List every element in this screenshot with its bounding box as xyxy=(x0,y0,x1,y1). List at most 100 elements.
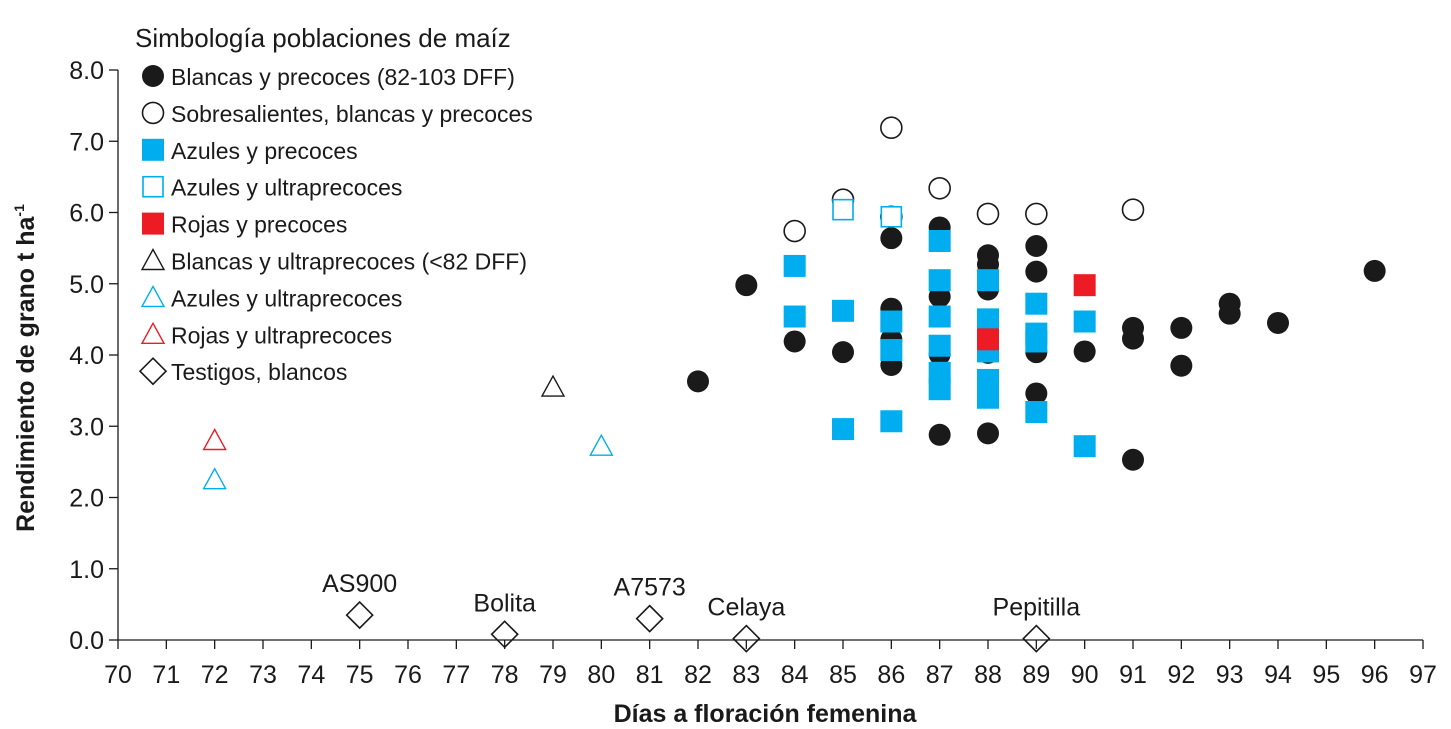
data-point xyxy=(202,428,227,451)
data-point xyxy=(928,423,951,446)
legend-marker xyxy=(140,321,166,344)
legend-marker xyxy=(140,248,166,271)
data-point xyxy=(832,299,854,322)
data-point xyxy=(1267,311,1289,334)
data-point xyxy=(880,310,903,333)
data-point xyxy=(783,219,806,243)
axes: 0.0 1.0 2.0 3.0 4.0 5.0 6.0 7.0 8.0 70 71 72 73 74 75 7… xyxy=(69,57,1437,689)
data-point xyxy=(1025,202,1048,226)
data-point xyxy=(1121,198,1145,221)
x-tick-label: 94 xyxy=(1264,661,1292,689)
x-tick-label: 86 xyxy=(877,661,905,689)
data-point xyxy=(783,254,806,277)
x-tick-label: 87 xyxy=(926,661,954,689)
data-point xyxy=(1122,448,1144,471)
plot-markers: AS900 Bolita A7573 Celaya Pepitilla xyxy=(202,116,1386,653)
data-point xyxy=(1363,259,1386,282)
data-point xyxy=(345,600,374,630)
legend-entry: Azules y ultraprecoces xyxy=(171,285,402,311)
data-point xyxy=(1025,330,1048,353)
data-point xyxy=(1025,260,1048,283)
y-tick-label: 8.0 xyxy=(69,57,104,85)
x-tick-label: 85 xyxy=(829,661,857,689)
data-point xyxy=(1122,327,1144,350)
data-point xyxy=(1073,310,1096,333)
x-tick-label: 89 xyxy=(1022,661,1050,689)
y-axis-label-main: Rendimiento de grano t ha xyxy=(12,215,40,531)
y-tick-label: 2.0 xyxy=(69,485,104,513)
y-tick-label: 6.0 xyxy=(69,200,104,228)
data-point xyxy=(1073,435,1096,458)
data-point xyxy=(880,116,903,140)
x-tick-label: 82 xyxy=(684,661,712,689)
data-point xyxy=(1025,382,1048,405)
data-point xyxy=(976,202,1000,226)
data-label: AS900 xyxy=(322,570,397,598)
data-point xyxy=(928,334,951,357)
data-point xyxy=(880,205,903,228)
data-point xyxy=(635,604,664,633)
x-tick-label: 78 xyxy=(491,661,519,689)
y-tick-label: 0.0 xyxy=(69,627,104,655)
legend-title: Simbología poblaciones de maíz xyxy=(135,23,511,53)
x-tick-label: 81 xyxy=(636,661,664,689)
legend-marker xyxy=(141,101,165,125)
y-tick-label: 3.0 xyxy=(69,413,104,441)
y-tick-label: 4.0 xyxy=(69,342,104,370)
data-point xyxy=(880,410,903,433)
x-tick-label: 75 xyxy=(346,661,374,689)
legend-marker xyxy=(142,212,164,235)
data-point xyxy=(1025,234,1048,257)
data-point xyxy=(977,269,999,292)
data-point xyxy=(977,368,999,391)
data-point xyxy=(589,433,614,456)
x-tick-label: 79 xyxy=(539,661,567,689)
legend-marker xyxy=(142,65,164,87)
data-point xyxy=(832,341,854,364)
data-point xyxy=(880,339,903,362)
x-tick-label: 88 xyxy=(974,661,1002,689)
y-axis-label-superscript: -1 xyxy=(11,204,27,217)
legend-entry: Azules y precoces xyxy=(171,138,358,164)
data-point xyxy=(735,274,758,297)
legend-marker xyxy=(142,175,164,198)
data-point xyxy=(1022,624,1051,653)
data-label: A7573 xyxy=(614,574,686,602)
x-tick-label: 96 xyxy=(1361,661,1389,689)
legend-entry: Sobresalientes, blancas y precoces xyxy=(171,101,533,127)
x-tick-label: 76 xyxy=(394,661,422,689)
data-point xyxy=(1025,292,1048,315)
data-point xyxy=(880,227,903,250)
data-point xyxy=(1025,401,1048,423)
data-point xyxy=(1073,340,1096,363)
data-label: Pepitilla xyxy=(993,594,1081,622)
data-point xyxy=(783,330,806,353)
data-point xyxy=(783,305,806,328)
data-point xyxy=(928,305,951,328)
legend-entry: Blancas y ultraprecoces (<82 DFF) xyxy=(171,249,527,275)
data-point xyxy=(1073,274,1096,297)
legend-entry: Rojas y ultraprecoces xyxy=(171,322,392,348)
legend-marker xyxy=(142,138,164,161)
y-axis-label: Rendimiento de grano t ha-1 xyxy=(11,204,40,532)
x-tick-label: 84 xyxy=(781,661,809,689)
data-point xyxy=(540,374,566,397)
x-tick-label: 70 xyxy=(104,661,132,689)
x-tick-label: 72 xyxy=(201,661,229,689)
data-point xyxy=(928,176,951,200)
y-tick-label: 5.0 xyxy=(69,271,104,299)
x-tick-label: 91 xyxy=(1119,661,1147,689)
x-tick-label: 77 xyxy=(442,661,470,689)
legend-marker xyxy=(140,284,166,308)
data-point xyxy=(832,418,854,441)
data-point xyxy=(687,370,709,393)
x-tick-label: 73 xyxy=(249,661,277,689)
y-tick-label: 7.0 xyxy=(69,128,104,156)
x-tick-label: 71 xyxy=(152,661,180,689)
data-point xyxy=(928,230,951,252)
data-point xyxy=(977,422,999,445)
x-tick-label: 74 xyxy=(297,661,325,689)
x-tick-label: 90 xyxy=(1071,661,1099,689)
y-tick-label: 1.0 xyxy=(69,556,104,584)
